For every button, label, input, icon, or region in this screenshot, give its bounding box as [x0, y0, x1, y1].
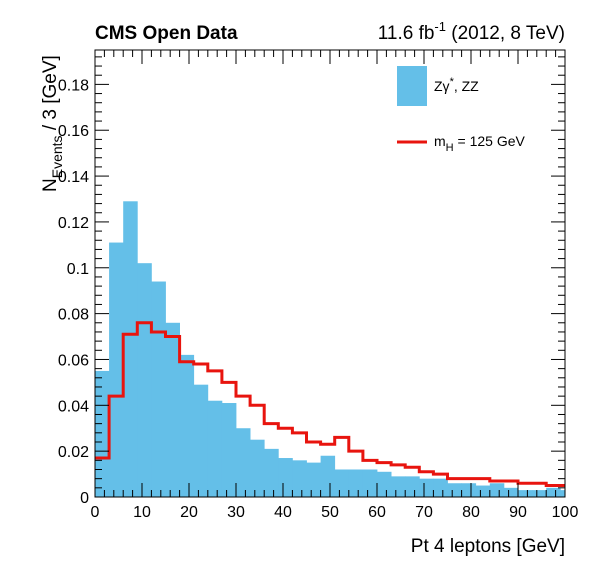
background-bar: [264, 448, 279, 497]
y-tick-label: 0.04: [58, 398, 89, 415]
y-tick-label: 0: [80, 490, 89, 507]
background-bar: [292, 460, 307, 497]
x-axis-title: Pt 4 leptons [GeV]: [411, 536, 565, 557]
x-tick-label: 10: [133, 504, 151, 521]
y-tick-label: 0.16: [58, 123, 89, 140]
background-bar: [447, 483, 462, 497]
background-bar: [207, 400, 223, 497]
signal-histogram-line: [95, 321, 565, 488]
background-bar: [334, 469, 350, 497]
background-bar: [391, 476, 406, 497]
background-bar: [362, 469, 378, 497]
background-bar: [278, 458, 293, 497]
background-histogram: [95, 201, 566, 498]
x-tick-label: 20: [180, 504, 198, 521]
luminosity-label: 11.6 fb-1 (2012, 8 TeV): [378, 19, 565, 44]
y-tick-label: 0.14: [58, 169, 89, 186]
legend-label-signal: mH = 125 GeV: [434, 133, 526, 154]
background-bar: [532, 490, 547, 497]
background-bar: [503, 487, 519, 497]
y-tick-label: 0.12: [58, 215, 89, 232]
background-bar: [109, 242, 124, 497]
y-tick-label: 0.1: [67, 261, 89, 278]
background-bar: [123, 201, 138, 498]
background-bar: [250, 439, 265, 497]
x-tick-labels: 0 10 20 30 40 50 60 70 80 90 100: [91, 504, 579, 521]
background-bar: [489, 483, 505, 497]
x-tick-label: 0: [91, 504, 100, 521]
background-bar: [348, 469, 364, 497]
background-bar: [320, 455, 336, 497]
background-bar: [419, 478, 434, 497]
background-bar: [151, 281, 166, 497]
x-tick-label: 90: [509, 504, 527, 521]
background-bar: [306, 462, 321, 497]
legend-label-background: Zγ*, ZZ: [434, 76, 479, 94]
background-bar: [560, 490, 566, 497]
background-bar: [461, 483, 477, 497]
background-bar: [377, 471, 392, 497]
background-bar: [405, 476, 420, 497]
background-bar: [165, 322, 180, 497]
x-tick-label: 40: [274, 504, 292, 521]
y-tick-label: 0.06: [58, 352, 89, 369]
x-tick-label: 70: [415, 504, 433, 521]
legend-swatch-background: [397, 66, 427, 106]
background-bar: [433, 478, 448, 497]
y-tick-label: 0.08: [58, 307, 89, 324]
x-tick-label: 60: [368, 504, 386, 521]
background-bar: [475, 485, 491, 497]
background-bar: [546, 487, 561, 497]
background-bar: [518, 490, 533, 497]
x-tick-label: 80: [462, 504, 480, 521]
y-tick-label: 0.02: [58, 444, 89, 461]
y-tick-labels: 0 0.02 0.04 0.06 0.08 0.1 0.12 0.14 0.16 0.18: [58, 77, 89, 507]
background-bar: [221, 403, 237, 497]
x-tick-label: 50: [321, 504, 339, 521]
background-bar: [236, 428, 251, 497]
background-bar: [179, 354, 195, 497]
y-tick-label: 0.18: [58, 77, 89, 94]
axis-ticks: [94, 50, 566, 498]
experiment-label: CMS Open Data: [95, 23, 238, 44]
background-bar: [95, 370, 110, 497]
background-bar: [193, 384, 209, 497]
y-axis-title: NEvents / 3 [GeV]: [40, 55, 65, 192]
x-tick-label: 30: [227, 504, 245, 521]
x-tick-label: 100: [552, 504, 579, 521]
background-bar: [137, 263, 152, 497]
